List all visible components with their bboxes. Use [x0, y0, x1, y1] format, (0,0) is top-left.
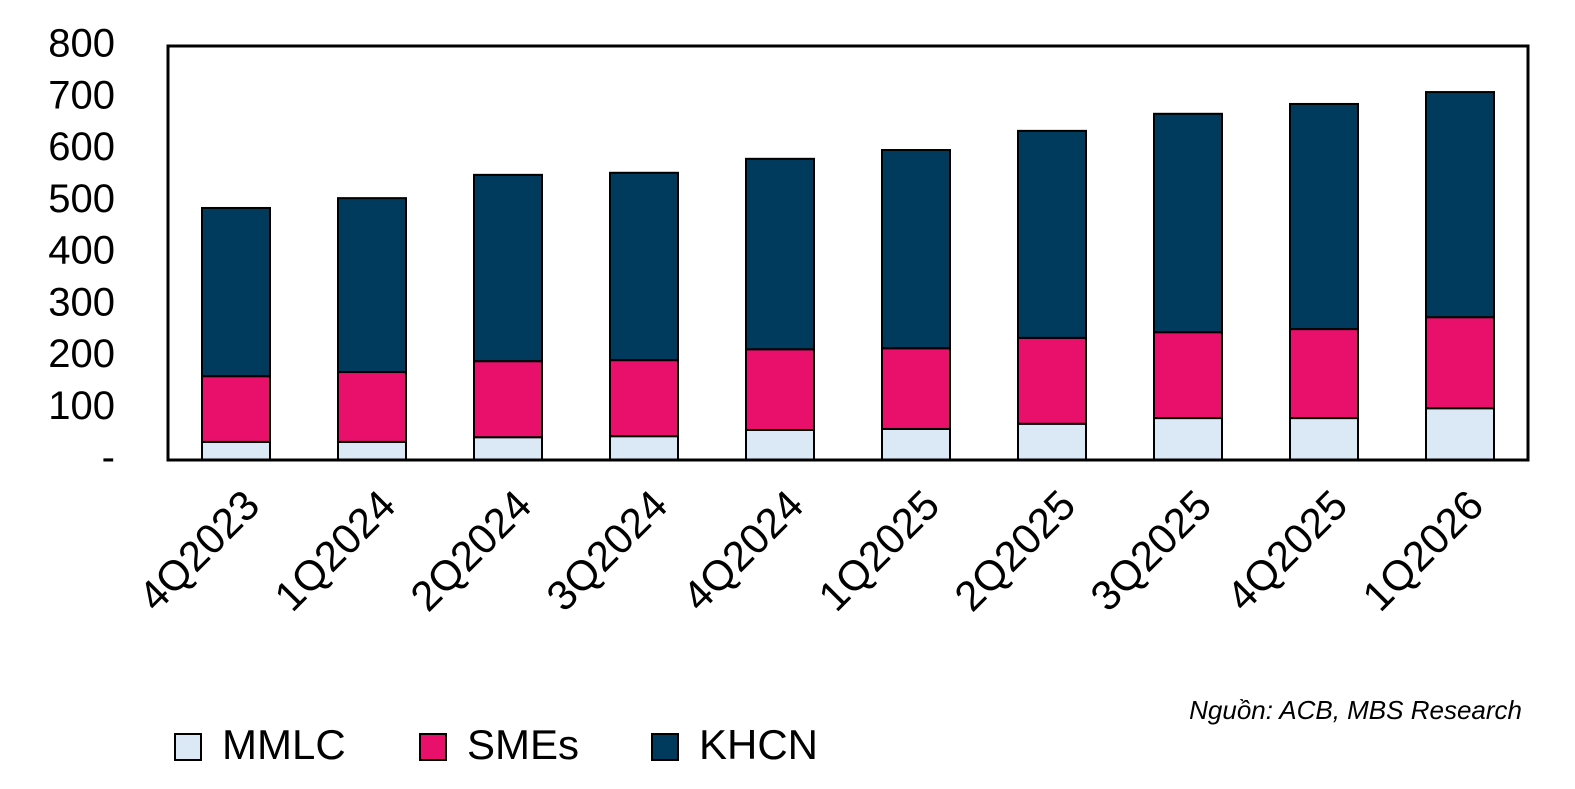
bar-segment: [337, 440, 407, 462]
legend-swatch: [174, 733, 202, 761]
legend-label: SMEs: [467, 721, 579, 768]
legend-swatch: [419, 733, 447, 761]
y-tick-label: -: [102, 436, 115, 480]
bar-segment: [1289, 328, 1359, 420]
x-tick-label: 2Q2025: [945, 481, 1084, 620]
y-tick-label: 500: [48, 177, 115, 221]
x-tick-label: 4Q2023: [129, 481, 268, 620]
bar-segment: [1017, 422, 1087, 461]
bar-segment: [745, 157, 815, 351]
bar-segment: [201, 375, 271, 443]
x-tick-label: 1Q2025: [809, 481, 948, 620]
bar-segment: [609, 435, 679, 462]
bar-segment: [881, 149, 951, 350]
bar-segment: [609, 359, 679, 438]
y-tick-label: 100: [48, 384, 115, 428]
x-tick-label: 4Q2024: [673, 481, 812, 620]
legend-label: KHCN: [699, 721, 818, 768]
bar-segment: [337, 197, 407, 374]
bar-segment: [745, 348, 815, 431]
bar-segment: [881, 427, 951, 462]
bar-segment: [473, 360, 543, 439]
bar-segment: [201, 206, 271, 378]
x-tick-label: 1Q2024: [265, 481, 404, 620]
y-tick-label: 600: [48, 125, 115, 169]
bar-segment: [609, 171, 679, 362]
bar-segment: [473, 436, 543, 462]
bar-segment: [1153, 112, 1223, 334]
y-tick-label: 300: [48, 280, 115, 324]
bar-segment: [1017, 336, 1087, 425]
bar-segment: [1153, 331, 1223, 420]
bar-segment: [473, 173, 543, 363]
y-tick-label: 400: [48, 229, 115, 273]
y-tick-label: 200: [48, 332, 115, 376]
x-tick-label: 3Q2024: [537, 481, 676, 620]
bar-segment: [1017, 129, 1087, 339]
plot-frame: [166, 44, 1530, 462]
bar-segment: [881, 347, 951, 430]
bar-segment: [201, 440, 271, 462]
bar-segment: [1289, 417, 1359, 461]
y-tick-label: 700: [48, 73, 115, 117]
x-tick-label: 4Q2025: [1217, 481, 1356, 620]
bar-segment: [337, 371, 407, 443]
bar-segment: [1425, 316, 1495, 410]
bar-segment: [1289, 102, 1359, 331]
bar-segment: [1425, 91, 1495, 319]
legend-swatch: [651, 733, 679, 761]
x-tick-label: 2Q2024: [401, 481, 540, 620]
x-tick-label: 3Q2025: [1081, 481, 1220, 620]
bar-segment: [745, 428, 815, 461]
source-note: Nguồn: ACB, MBS Research: [1189, 695, 1522, 725]
bar-segment: [1153, 417, 1223, 461]
legend-label: MMLC: [222, 721, 346, 768]
bar-segment: [1425, 407, 1495, 461]
y-tick-label: 800: [48, 22, 115, 66]
x-tick-label: 1Q2026: [1353, 481, 1492, 620]
